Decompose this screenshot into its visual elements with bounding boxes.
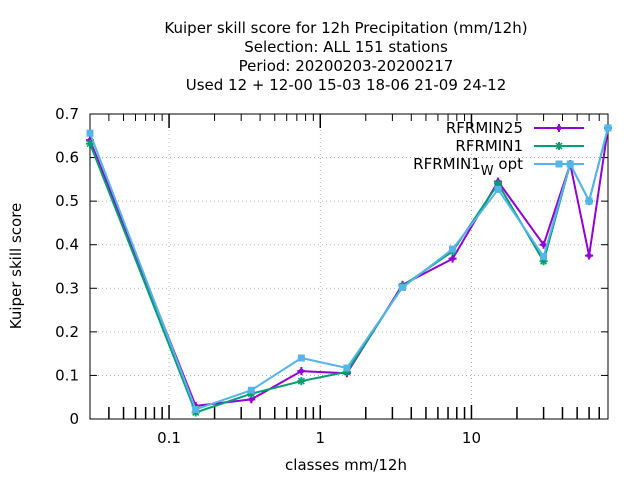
y-tick-label: 0.3 (55, 279, 79, 297)
series-point (541, 242, 547, 248)
y-axis-label: Kuiper skill score (7, 203, 25, 330)
series-point (556, 125, 562, 131)
y-tick-label: 0.6 (55, 149, 79, 167)
series-point (86, 129, 94, 137)
series-rfrmin1 (86, 123, 612, 417)
series-point (494, 180, 502, 188)
series-point (192, 405, 200, 413)
x-axis-label: classes mm/12h (285, 456, 407, 474)
series-line (89, 127, 609, 407)
series-point (86, 140, 94, 148)
series-point (555, 142, 563, 150)
legend-label: RFRMIN25 (446, 119, 523, 137)
series-point (586, 253, 592, 259)
plot-frame (89, 113, 609, 420)
title-line: Used 12 + 12-00 15-03 18-06 21-09 24-12 (186, 76, 507, 94)
series-point (494, 185, 502, 193)
series-lines (86, 123, 612, 417)
series-line (89, 127, 609, 411)
y-tick-label: 0.2 (55, 323, 79, 341)
series-point (399, 283, 407, 291)
x-tick-label: 1 (315, 429, 325, 447)
series-point (297, 354, 305, 362)
series-point (247, 386, 255, 394)
series-point (449, 245, 457, 253)
y-tick-label: 0.4 (55, 236, 79, 254)
grid (90, 114, 608, 419)
series-point (298, 368, 304, 374)
series-point (248, 396, 254, 402)
title-line: Period: 20200203-20200217 (239, 57, 454, 75)
legend-label: RFRMIN1 (455, 137, 523, 155)
series-rfrmin1-w-opt (86, 124, 612, 413)
series-point (555, 160, 563, 168)
y-tick-label: 0.7 (55, 105, 79, 123)
y-tick-label: 0 (69, 410, 79, 428)
series-point (343, 364, 351, 372)
legend-label: RFRMIN1W opt (413, 155, 523, 179)
series-point (297, 377, 305, 385)
title-line: Selection: ALL 151 stations (244, 38, 448, 56)
series-point (540, 252, 548, 260)
x-tick-label: 0.1 (157, 429, 181, 447)
series-point (585, 197, 593, 205)
y-tick-label: 0.1 (55, 366, 79, 384)
title-line: Kuiper skill score for 12h Precipitation… (164, 19, 527, 37)
x-tick-label: 10 (462, 429, 481, 447)
series-point (450, 256, 456, 262)
series-point (604, 124, 612, 132)
chart-title: Kuiper skill score for 12h Precipitation… (164, 19, 527, 94)
y-tick-label: 0.5 (55, 192, 79, 210)
axis-ticks: 0 0.1 0.2 0.3 0.4 0.5 0.6 0.7 0.1 1 10 (55, 105, 608, 447)
